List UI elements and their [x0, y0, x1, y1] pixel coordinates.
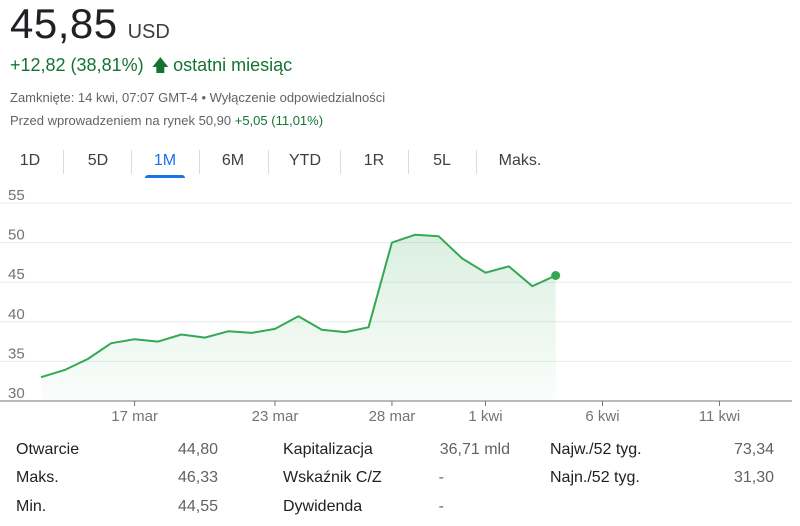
data-point — [250, 332, 252, 334]
tab-divider — [63, 150, 64, 174]
price-header: 45,85 USD — [10, 0, 170, 48]
change-period: ostatni miesiąc — [173, 55, 293, 75]
stat-label-high: Maks. — [16, 469, 59, 486]
data-point — [87, 358, 89, 360]
tab-1d[interactable]: 1D — [19, 152, 41, 169]
data-point — [438, 235, 440, 237]
tab-5l[interactable]: 5L — [433, 152, 451, 169]
tab-6m[interactable]: 6M — [221, 152, 245, 169]
y-tick-label: 30 — [8, 385, 25, 402]
closed-info: Zamknięte: 14 kwi, 07:07 GMT-4 • Wyłącze… — [10, 90, 386, 105]
stat-value-52w-high: 73,34 — [733, 441, 774, 458]
price-chart[interactable]: 30 35 40 45 50 55 17 mar 23 mar 28 mar 1 kwi 6 kw… — [0, 190, 800, 430]
tab-ytd[interactable]: YTD — [289, 152, 321, 169]
tab-divider — [268, 150, 269, 174]
data-point — [133, 338, 135, 340]
stat-label-pe-ratio: Wskaźnik C/Z — [283, 469, 382, 486]
current-price-dot — [551, 271, 561, 280]
range-tabs: 1D 5D 1M 6M YTD 1R 5L Maks. — [0, 146, 800, 178]
price-line — [40, 233, 557, 379]
stat-value-52w-low: 31,30 — [733, 469, 774, 486]
y-axis: 30 35 40 45 50 55 — [8, 190, 25, 402]
y-tick-label: 55 — [8, 190, 25, 204]
stat-value-low: 44,55 — [177, 498, 218, 515]
data-point — [508, 265, 510, 267]
current-price: 45,85 — [10, 0, 118, 47]
data-point — [274, 328, 276, 330]
stat-label-dividend: Dywidenda — [283, 498, 363, 515]
price-area — [41, 234, 556, 401]
y-tick-label: 50 — [8, 227, 25, 244]
tab-divider — [131, 150, 132, 174]
data-point — [204, 336, 206, 338]
y-tick-label: 35 — [8, 345, 25, 362]
data-point — [344, 331, 346, 333]
x-tick-label: 6 kwi — [585, 408, 619, 425]
stat-value-open: 44,80 — [177, 441, 218, 458]
stat-value-dividend: - — [438, 498, 444, 515]
stat-label-open: Otwarcie — [16, 441, 80, 458]
data-point — [321, 329, 323, 331]
stat-label-market-cap: Kapitalizacja — [283, 441, 373, 458]
stats-table: Otwarcie 44,80 Maks. 46,33 Min. 44,55 Ka… — [0, 436, 800, 526]
data-point — [391, 241, 393, 243]
data-point — [414, 234, 416, 236]
y-tick-label: 45 — [8, 266, 25, 283]
premarket-change: +5,05 (11,01%) — [234, 113, 324, 128]
tab-divider — [408, 150, 409, 174]
data-point — [461, 257, 463, 259]
data-point — [227, 330, 229, 332]
x-tick-label: 17 mar — [111, 408, 158, 425]
data-point — [531, 285, 533, 287]
tab-5d[interactable]: 5D — [87, 152, 109, 169]
x-tick-label: 1 kwi — [468, 408, 502, 425]
premarket-price: Przed wprowadzeniem na rynek 50,90 — [10, 113, 232, 128]
data-point — [367, 326, 369, 328]
x-tick-label: 11 kwi — [699, 408, 740, 425]
tab-divider — [340, 150, 341, 174]
x-axis: 17 mar 23 mar 28 mar 1 kwi 6 kwi 11 kwi — [111, 401, 740, 425]
x-tick-label: 28 mar — [369, 408, 416, 425]
premarket-info: Przed wprowadzeniem na rynek 50,90 +5,05… — [10, 113, 323, 128]
data-point — [40, 376, 42, 378]
stat-label-52w-high: Najw./52 tyg. — [550, 441, 642, 458]
stat-value-high: 46,33 — [177, 469, 218, 486]
arrow-up-icon: 🡅 — [151, 56, 170, 75]
data-point — [63, 369, 65, 371]
tab-divider — [476, 150, 477, 174]
data-point — [484, 272, 486, 274]
data-point — [157, 340, 159, 342]
x-tick-label: 23 mar — [252, 408, 299, 425]
price-change: +12,82 (38,81%) 🡅 ostatni miesiąc — [10, 55, 292, 76]
change-value: +12,82 (38,81%) — [10, 55, 144, 75]
stat-label-52w-low: Najn./52 tyg. — [550, 469, 640, 486]
tab-1m[interactable]: 1M — [145, 146, 185, 178]
tab-divider — [199, 150, 200, 174]
tab-max[interactable]: Maks. — [498, 152, 542, 169]
stat-value-market-cap: 36,71 mld — [439, 441, 510, 458]
data-point — [110, 342, 112, 344]
data-point — [297, 315, 299, 317]
tab-1r[interactable]: 1R — [363, 152, 385, 169]
stat-label-low: Min. — [16, 498, 47, 515]
currency-label: USD — [127, 21, 170, 43]
stat-value-pe-ratio: - — [438, 469, 444, 486]
data-point — [180, 333, 182, 335]
data-points — [40, 234, 561, 378]
y-tick-label: 40 — [8, 306, 25, 323]
